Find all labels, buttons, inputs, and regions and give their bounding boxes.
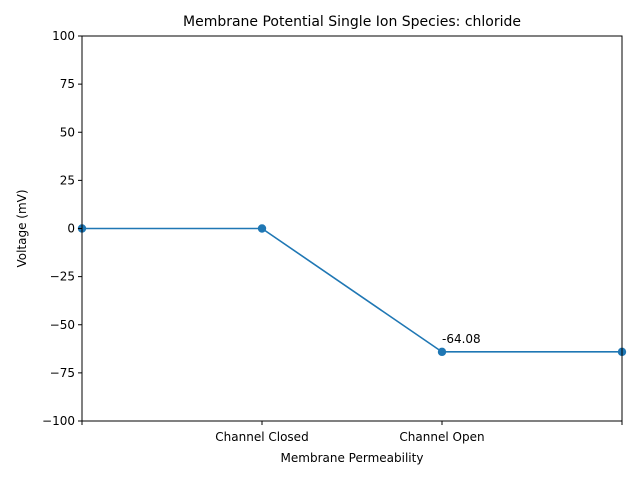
- data-point: [437, 347, 447, 357]
- y-tick-label: 100: [52, 29, 75, 43]
- data-label: -64.08: [442, 332, 481, 346]
- data-point: [257, 224, 267, 233]
- chart-title: Membrane Potential Single Ion Species: c…: [183, 14, 521, 30]
- y-axis: −100 −75 −50 −25 0 25 50 75 100: [42, 29, 82, 428]
- y-tick-label: −75: [50, 366, 75, 380]
- series-line: [82, 227, 622, 353]
- x-axis-label: Membrane Permeability: [281, 451, 424, 465]
- x-axis: Channel Closed Channel Open: [81, 421, 623, 444]
- y-tick-label: −50: [50, 318, 75, 332]
- x-tick-label: Channel Open: [399, 430, 484, 444]
- y-tick-label: −25: [50, 270, 75, 284]
- y-tick-label: 75: [60, 77, 75, 91]
- y-tick-label: −100: [42, 414, 75, 428]
- y-axis-label: Voltage (mV): [15, 189, 29, 267]
- plot-layer: -64.08: [77, 224, 627, 357]
- y-tick-label: 0: [67, 222, 75, 236]
- x-tick-label: Channel Closed: [215, 430, 308, 444]
- y-tick-label: 50: [60, 125, 75, 139]
- y-tick-label: 25: [60, 173, 75, 187]
